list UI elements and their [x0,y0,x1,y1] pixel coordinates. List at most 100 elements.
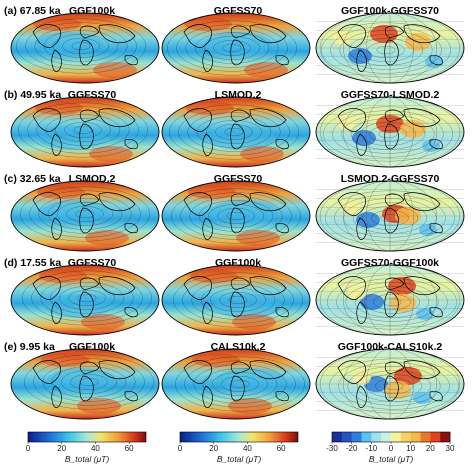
coastline [98,276,136,296]
coastline [403,192,441,212]
coastline [51,49,62,72]
coastline [275,391,289,402]
panel-title: GGF100k-GGFSS70 [341,5,439,17]
anomaly-patch [343,201,361,215]
colorbar-tick-label: 20 [57,444,66,453]
colorbar-tick-label: 30 [446,444,455,453]
colorbar-tick-label: 0 [389,444,394,453]
panel-title: LSMOD.2-GGFSS70 [341,173,440,185]
coastline [337,108,366,132]
anomaly-patch [370,25,398,43]
panel-title: GGFSS70 [68,257,117,269]
panel-title: LSMOD.2 [69,173,116,185]
coastline [429,139,443,150]
coastline [403,24,441,44]
coastline [32,192,61,216]
anomaly-patch [413,392,431,404]
panel-title: GGFSS70-LSMOD.2 [341,89,440,101]
coastline [384,193,405,207]
coastline [275,139,289,150]
coastline [124,391,138,402]
coastline [98,192,136,212]
coastline [183,108,212,132]
coastline [384,39,399,66]
coastline [202,385,213,408]
panel-title: GGF100k [69,341,115,353]
field-map [10,264,160,336]
coastline [356,217,367,240]
coastline [384,109,405,123]
row-label: (c) 32.65 ka [4,173,61,185]
coastline [384,207,399,234]
coastline [124,55,138,66]
coastline [249,276,287,296]
coastline [356,385,367,408]
colorbar-bin [430,432,441,442]
coastline [51,217,62,240]
coastline [403,108,441,128]
coastline [230,193,251,207]
anomaly-patch [356,212,380,228]
colorbar-tick-label: 0 [178,444,183,453]
difference-map [315,180,465,252]
colorbar-bin [371,432,382,442]
coastline [384,361,405,375]
field-map [161,12,311,84]
coastline [124,307,138,318]
coastline [202,301,213,324]
coastline [230,207,245,234]
colorbar-tick-label: -10 [366,444,378,453]
coastline [337,276,366,300]
coastline [249,360,287,380]
coastline [337,360,366,384]
coastline [337,24,366,48]
row-label: (a) 67.85 ka [4,5,61,17]
colorbar-bin [410,432,421,442]
colorbar-tick-label: 0 [26,444,31,453]
colorbar-label: B_total (μT) [369,454,414,464]
coastline [124,223,138,234]
coastline [275,223,289,234]
coastline [32,108,61,132]
coastline [79,277,100,291]
colorbar: 0 20 40 60 B_total (μT) [26,431,147,464]
colorbar-bin [341,432,352,442]
colorbar-tick-label: 40 [91,444,100,453]
field-map [161,348,311,420]
coastline [79,25,100,39]
difference-map [315,348,465,420]
coastline [230,25,251,39]
panel-title: GGFSS70-GGF100k [341,257,439,269]
field-map [10,96,160,168]
colorbar-label: B_total (μT) [217,454,262,464]
row-label: (e) 9.95 ka [4,341,55,353]
coastline [230,109,251,123]
coastline [79,39,94,66]
colorbar: -30 -20 -10 0 10 20 30 B_total (μT) [326,431,455,464]
coastline [230,39,245,66]
coastline [202,217,213,240]
coastline [202,133,213,156]
coastline [32,24,61,48]
coastline [230,123,245,150]
colorbar-bin [381,432,392,442]
colorbar-tick-label: -30 [326,444,338,453]
colorbar-bin [361,432,372,442]
colorbar-tick-label: 60 [277,444,286,453]
colorbar-ramp [27,431,147,443]
colorbar-bin [400,432,411,442]
coastline [275,55,289,66]
panel-title: CALS10k.2 [211,341,266,353]
colorbar-label: B_total (μT) [65,454,110,464]
coastline [202,49,213,72]
coastline [403,276,441,296]
anomaly-patch [416,308,434,320]
coastline [124,139,138,150]
field-map [161,264,311,336]
coastline [384,277,405,291]
coastline [79,123,94,150]
field-map [161,96,311,168]
coastline [403,360,441,380]
difference-map [315,264,465,336]
